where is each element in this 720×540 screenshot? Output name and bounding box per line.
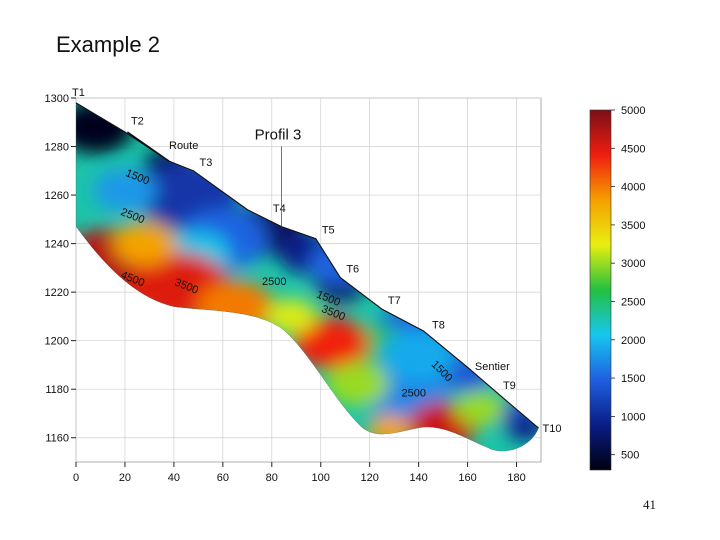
x-tick-label: 40 [168,472,180,484]
y-tick-label: 1180 [45,384,69,396]
marker-label: T2 [131,116,144,128]
route-line [126,131,170,162]
y-tick-label: 1280 [45,142,69,154]
marker-label: T5 [322,225,335,237]
y-tick-label: 1200 [45,336,69,348]
colorbar-tick-label: 3000 [621,258,645,270]
x-tick-label: 60 [217,472,229,484]
colorbar-tick-label: 2500 [621,296,645,308]
colorbar-tick-label: 4500 [621,143,645,155]
slide-title: Example 2 [56,32,160,57]
x-tick-label: 0 [73,472,79,484]
resistivity-anomaly [454,391,506,427]
colorbar-tick-label: 1500 [621,373,645,385]
x-tick-label: 160 [458,472,476,484]
colorbar-tick-label: 500 [621,450,639,462]
colorbar-tick-label: 4000 [621,182,645,194]
marker-label: T7 [388,295,401,307]
page-number: 41 [643,497,656,512]
x-tick-label: 120 [361,472,379,484]
axes: 0 20 40 60 80 100 120 140 160 180 1160 1180 1200 1220… [45,93,526,484]
contour-label: 2500 [402,387,426,399]
marker-label: T3 [199,157,212,169]
x-tick-label: 100 [312,472,330,484]
y-tick-label: 1160 [45,433,69,445]
marker-label: T4 [273,203,286,215]
annotation-label: Route [169,140,198,152]
resistivity-anomaly [292,316,369,370]
colorbar-tick-label: 2000 [621,335,645,347]
marker-label: T6 [346,264,359,276]
profile-title: Profil 3 [255,126,302,143]
y-tick-label: 1220 [45,287,69,299]
annotation-label: Sentier [475,361,510,373]
resistivity-anomaly [265,298,317,334]
x-tick-label: 80 [266,472,278,484]
resistivity-anomaly [112,221,177,266]
x-tick-label: 140 [409,472,427,484]
marker-label: T10 [543,423,562,435]
marker-label: T9 [503,380,516,392]
contour-label: 2500 [262,276,286,288]
colorbar: 500 1000 1500 2000 2500 3000 3500 4000 4500 5000 [589,105,645,471]
colorbar-scale [589,109,612,471]
marker-label: T1 [72,87,85,99]
resistivity-anomaly [325,362,390,407]
colorbar-tick-label: 5000 [621,105,645,117]
colorbar-tick-label: 1000 [621,411,645,423]
x-tick-label: 20 [119,472,131,484]
y-tick-label: 1260 [45,190,69,202]
resistivity-anomaly [93,168,157,213]
y-tick-label: 1240 [45,239,69,251]
marker-label: T8 [432,319,445,331]
colorbar-tick-label: 3500 [621,220,645,232]
x-tick-label: 180 [507,472,525,484]
y-tick-label: 1300 [45,93,69,105]
